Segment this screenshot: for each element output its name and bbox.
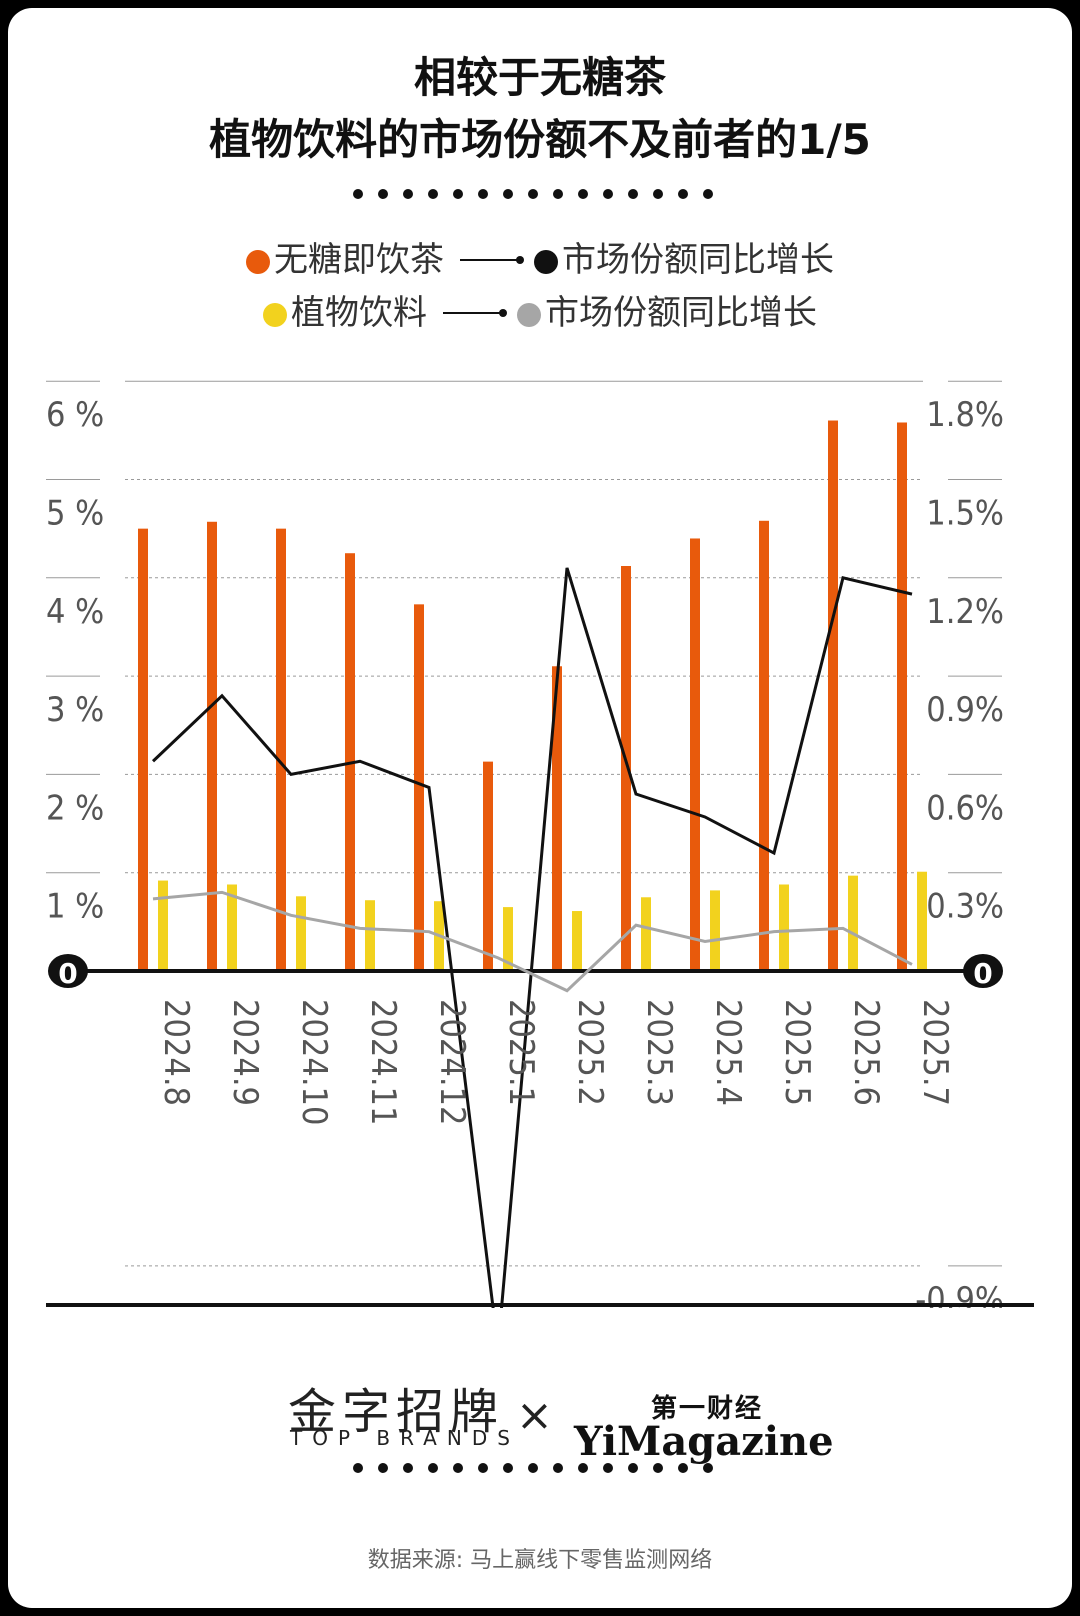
bar-plant — [365, 900, 375, 971]
right-tick-label: 1.2% — [926, 592, 1004, 632]
x-tick-label: 2025.4 — [708, 999, 748, 1106]
x-tick-label: 2025.3 — [639, 999, 679, 1106]
bar-plant — [572, 911, 582, 971]
brand-logo-cn: 金字招牌 — [288, 1384, 505, 1440]
zero-cap-right — [963, 954, 1003, 988]
left-tick-label: 5 % — [46, 494, 104, 534]
bar-plant — [227, 884, 237, 971]
dot-divider-graphic — [353, 189, 713, 199]
x-tick-label: 2025.5 — [777, 999, 817, 1106]
bar-tea — [552, 666, 562, 971]
left-tick-label: 3 % — [46, 690, 104, 730]
top-dot-divider — [8, 186, 1072, 206]
x-tick-label: 2025.2 — [570, 999, 610, 1106]
x-tick-label: 2024.10 — [294, 999, 334, 1125]
right-tick-label: 1.8% — [926, 395, 1004, 435]
bar-tea — [414, 604, 424, 971]
bar-tea — [207, 521, 217, 971]
bottom-dot-divider — [8, 1460, 1072, 1480]
line-tea-growth — [151, 567, 913, 1308]
bar-tea — [483, 761, 493, 971]
bar-tea — [759, 520, 769, 971]
bar-tea — [138, 528, 148, 971]
left-tick-label: 1 % — [46, 887, 104, 927]
infographic-card: 相较于无糖茶 植物饮料的市场份额不及前者的1/5 无糖即饮茶 市场份额同比增长 植… — [8, 8, 1072, 1608]
bar-plant — [296, 896, 306, 971]
legend-swatch-plant-growth — [517, 303, 541, 327]
collab-times-sign: × — [516, 1390, 553, 1441]
combo-chart: 6 % 5 % 4 % 3 % 2 % 1 % 1.8% 1.5% 1.2% 0.9% 0.6% 0.… — [46, 380, 1004, 1308]
bar-plant — [641, 897, 651, 971]
chart-title-line1: 相较于无糖茶 — [413, 53, 666, 102]
x-tick-label: 2024.9 — [225, 999, 265, 1106]
bar-plant — [848, 875, 858, 971]
legend-line-black — [460, 256, 524, 264]
legend-row-1: 无糖即饮茶 市场份额同比增长 — [8, 238, 1072, 282]
right-tick-label: 0.3% — [926, 887, 1004, 927]
dot-divider-graphic — [353, 1463, 713, 1473]
bar-plant — [917, 871, 927, 971]
legend-swatch-tea-growth — [534, 250, 558, 274]
brand-logo-en: TOP BRANDS — [290, 1426, 520, 1450]
legend-swatch-plant — [263, 303, 287, 327]
bar-plant — [158, 880, 168, 971]
bar-plant — [503, 907, 513, 971]
legend-row-2: 植物饮料 市场份额同比增长 — [8, 291, 1072, 335]
left-tick-label: 6 % — [46, 395, 104, 435]
bar-tea — [690, 538, 700, 971]
zero-label-left: 0 — [58, 957, 77, 990]
x-tick-label: 2024.12 — [432, 999, 472, 1125]
x-tick-label: 2025.1 — [501, 999, 541, 1106]
zero-cap-left — [48, 954, 88, 988]
left-tick-label: 4 % — [46, 592, 104, 632]
line-plant-growth — [152, 890, 913, 993]
x-tick-label: 2025.7 — [915, 999, 955, 1106]
partner-logo-en: YiMagazine — [574, 1418, 834, 1465]
footer-rule — [46, 1303, 1034, 1307]
left-tick-label: 2 % — [46, 788, 104, 828]
right-tick-label: 0.6% — [926, 788, 1004, 828]
bar-plant — [779, 884, 789, 971]
zero-label-right: 0 — [973, 957, 992, 990]
bar-tea — [276, 528, 286, 971]
partner-logo-cn: 第一财经 — [651, 1394, 764, 1424]
legend-label-plant-growth: 市场份额同比增长 — [545, 293, 817, 333]
bar-tea — [828, 420, 838, 971]
bar-tea — [621, 566, 631, 971]
x-tick-label: 2024.11 — [363, 999, 403, 1125]
data-source-note: 数据来源: 马上赢线下零售监测网络 — [367, 1548, 713, 1573]
legend-label-plant: 植物饮料 — [291, 293, 427, 333]
right-tick-label: 1.5% — [926, 493, 1004, 533]
legend-label-tea: 无糖即饮茶 — [274, 240, 444, 280]
x-tick-label: 2025.6 — [846, 999, 886, 1106]
x-tick-label: 2024.8 — [156, 999, 196, 1106]
bar-plant — [710, 890, 720, 971]
right-tick-label: 0.9% — [926, 690, 1004, 730]
legend-line-gray — [443, 309, 507, 317]
bar-tea — [897, 422, 907, 972]
chart-title-line2: 植物饮料的市场份额不及前者的1/5 — [209, 115, 871, 164]
legend-label-tea-growth: 市场份额同比增长 — [562, 240, 834, 280]
legend-swatch-tea — [246, 250, 270, 274]
